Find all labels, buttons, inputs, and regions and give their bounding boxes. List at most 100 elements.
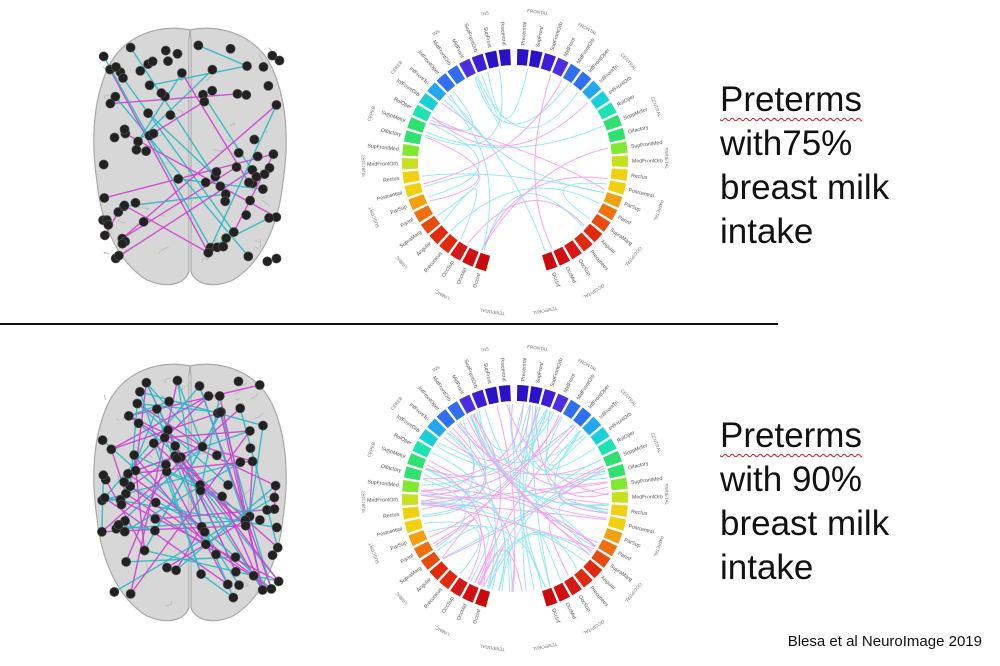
svg-text:PARIETAL: PARIETAL (653, 535, 665, 557)
svg-text:SupFrontOrb: SupFrontOrb (462, 359, 478, 389)
svg-text:SupFrontMed: SupFrontMed (631, 140, 663, 150)
svg-text:LIMBIC: LIMBIC (434, 625, 450, 637)
svg-text:OCCIPITAL: OCCIPITAL (582, 283, 605, 300)
svg-text:MedFrontOrb: MedFrontOrb (367, 497, 398, 503)
svg-text:PARIETAL: PARIETAL (664, 147, 670, 169)
svg-text:Rectus: Rectus (631, 173, 648, 181)
svg-text:SupraMarg: SupraMarg (609, 227, 634, 247)
svg-text:SUBCORT: SUBCORT (361, 490, 367, 513)
svg-text:MidFront: MidFront (563, 36, 577, 58)
svg-text:SupFrontOrb: SupFrontOrb (549, 358, 564, 388)
svg-text:Olfactory: Olfactory (628, 125, 650, 136)
svg-text:TEMPORAL: TEMPORAL (479, 643, 505, 652)
panel-75-percent: Precentral SupFront SupFrontOrb MidFront Mid… (0, 0, 1000, 330)
svg-text:Angular: Angular (416, 241, 433, 258)
svg-text:SuppMotor: SuppMotor (380, 446, 406, 461)
svg-text:MedFrontOrb: MedFrontOrb (632, 494, 663, 500)
svg-text:MidFrontOrb: MidFrontOrb (431, 39, 452, 67)
svg-text:InfFrontTri: InfFrontTri (599, 400, 620, 421)
svg-text:ParSup: ParSup (390, 204, 408, 216)
svg-text:OccSup: OccSup (441, 260, 456, 279)
svg-text:ParInf: ParInf (400, 217, 415, 229)
svg-text:OCCIPITAL: OCCIPITAL (582, 619, 605, 636)
svg-text:ParSup: ParSup (623, 201, 641, 213)
svg-text:TEMPORAL: TEMPORAL (532, 306, 558, 316)
svg-text:OccInf: OccInf (550, 272, 561, 289)
svg-text:Olfactory: Olfactory (628, 461, 650, 472)
svg-text:OccMid: OccMid (564, 602, 577, 621)
svg-text:Olfactory: Olfactory (380, 464, 402, 475)
svg-text:SUBCORT: SUBCORT (367, 206, 380, 229)
svg-text:SupFrontMed: SupFrontMed (631, 476, 663, 486)
svg-text:RolOper: RolOper (393, 432, 413, 446)
caption-title: Preterms (720, 416, 862, 455)
svg-text:Rectus: Rectus (631, 509, 648, 517)
svg-text:InfFrontTri: InfFrontTri (599, 64, 620, 85)
svg-text:SupraMarg: SupraMarg (399, 229, 423, 249)
svg-text:SupFront: SupFront (535, 25, 545, 48)
svg-text:MedFrontOrb: MedFrontOrb (632, 158, 663, 164)
svg-text:SupFront: SupFront (535, 361, 545, 384)
svg-text:INS: INS (431, 29, 440, 37)
svg-text:OccSup: OccSup (577, 258, 592, 277)
svg-text:Rectus: Rectus (383, 176, 400, 184)
svg-text:SupraMarg: SupraMarg (399, 565, 423, 585)
svg-text:PARIETAL: PARIETAL (664, 483, 670, 505)
svg-text:CENTRAL: CENTRAL (620, 52, 638, 72)
svg-text:InfFrontOrb: InfFrontOrb (608, 411, 633, 432)
svg-text:CENTRAL: CENTRAL (620, 388, 638, 408)
svg-text:SUBCORT: SUBCORT (361, 154, 367, 177)
svg-text:ParInf: ParInf (400, 553, 415, 565)
brain-network-glyph (93, 363, 287, 622)
svg-text:OccInf: OccInf (550, 608, 561, 625)
svg-text:InfFrontOrb: InfFrontOrb (608, 75, 633, 96)
svg-text:SuppMotor: SuppMotor (380, 110, 406, 125)
svg-text:FRONTAL: FRONTAL (527, 8, 549, 16)
svg-text:SupFront: SupFront (482, 26, 493, 49)
panel-caption: Preterms with75% breast milk intake (720, 78, 960, 254)
svg-text:LIMBIC: LIMBIC (394, 590, 408, 605)
svg-text:MidFront: MidFront (563, 372, 577, 394)
svg-text:LIMBIC: LIMBIC (434, 289, 450, 301)
panel-caption: Preterms with 90% breast milk intake (720, 414, 960, 590)
svg-text:OccMid: OccMid (564, 266, 577, 285)
svg-text:Postcentral: Postcentral (376, 526, 403, 539)
panel-90-percent: Precentral SupFront SupFrontOrb MidFront Mid… (0, 336, 1000, 666)
svg-text:SupFrontMed: SupFrontMed (367, 143, 399, 152)
svg-text:TEMPORAL: TEMPORAL (479, 307, 505, 316)
panel-divider (0, 323, 778, 325)
svg-text:SupFront: SupFront (482, 362, 493, 385)
svg-text:MidFrontOrb: MidFrontOrb (576, 37, 597, 65)
svg-text:FRONTAL: FRONTAL (577, 358, 598, 373)
svg-text:INS: INS (481, 10, 490, 16)
svg-text:Precuneus: Precuneus (588, 249, 609, 272)
svg-text:MidFront: MidFront (450, 38, 465, 59)
svg-text:CENTRAL: CENTRAL (650, 432, 663, 454)
svg-text:Precuneus: Precuneus (423, 587, 444, 610)
svg-text:OccSup: OccSup (577, 594, 592, 613)
svg-text:InfFrontOrb: InfFrontOrb (395, 414, 420, 434)
svg-text:OccMid: OccMid (456, 267, 469, 286)
svg-text:Postcentral: Postcentral (628, 523, 655, 535)
svg-text:RolOper: RolOper (393, 96, 413, 110)
svg-text:ParSup: ParSup (390, 540, 408, 552)
svg-text:OccSup: OccSup (441, 596, 456, 615)
svg-text:CEREB: CEREB (390, 60, 404, 75)
svg-text:OccInf: OccInf (472, 608, 482, 625)
svg-text:SupFrontMed: SupFrontMed (367, 479, 399, 488)
svg-text:MidFrontOrb: MidFrontOrb (431, 375, 452, 403)
svg-text:CEREB: CEREB (367, 441, 377, 458)
svg-text:Precuneus: Precuneus (588, 585, 609, 608)
svg-text:ParInf: ParInf (617, 551, 633, 563)
svg-text:SupFrontOrb: SupFrontOrb (549, 22, 564, 52)
svg-text:Precentral: Precentral (521, 22, 529, 46)
svg-text:OCCIPITAL: OCCIPITAL (624, 246, 643, 268)
caption-body: with 90% breast milk intake (720, 460, 890, 587)
svg-text:SupraMarg: SupraMarg (609, 563, 634, 583)
svg-text:CENTRAL: CENTRAL (650, 96, 663, 118)
svg-text:Precuneus: Precuneus (423, 251, 444, 274)
caption-body: with75% breast milk intake (720, 124, 890, 251)
svg-text:OCCIPITAL: OCCIPITAL (624, 582, 643, 604)
svg-text:RolOper: RolOper (616, 94, 636, 109)
svg-text:MidFront: MidFront (450, 374, 465, 395)
